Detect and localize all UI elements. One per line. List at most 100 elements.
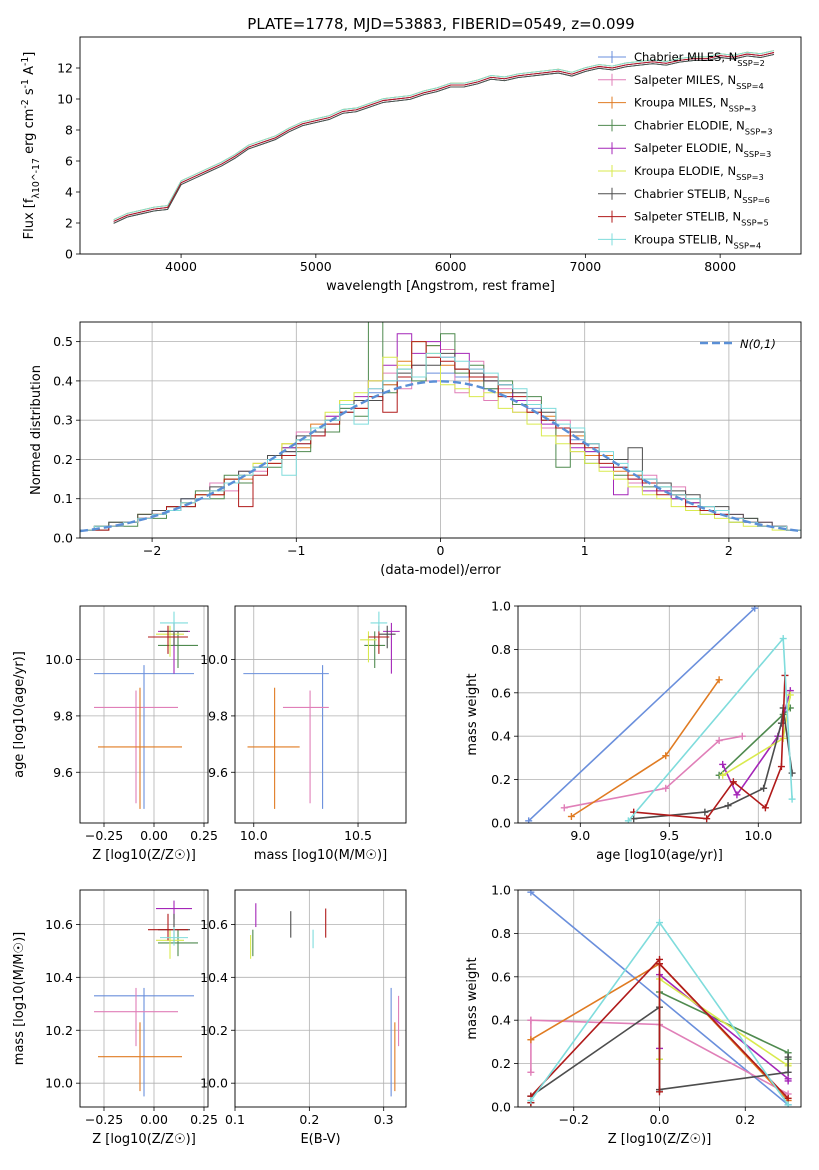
y-tick-label: 2 [65,216,73,231]
x-tick-label: 0.2 [299,1112,319,1127]
x-tick-label: 9.5 [659,828,679,843]
y-tick-label: 0.0 [491,816,511,831]
y-tick-label: 10.0 [200,652,228,667]
y-tick-label: 10.4 [45,970,73,985]
x-tick-label: 0.00 [140,1112,168,1127]
label-part: SSP=4 [736,81,764,91]
y-axis-label: Flux [fλ10^-17 erg cm-2 s-1 A-1] [20,52,42,240]
x-tick-label: −2 [143,543,161,558]
mass-vs-Z-panel: −0.25 0.00 0.25 10.0 10.2 10.4 10.6 Z [log10(Z/… [12,889,218,1147]
y-tick-label: 10.2 [200,1023,228,1038]
label-part: Salpeter MILES, N [634,73,736,87]
legend-label: Chabrier STELIB, NSSP=6 [634,187,770,205]
error-bar-point [160,927,188,946]
axes-frame [517,889,802,1108]
spectrum-model-line [113,52,775,222]
y-tick-label: 10 [57,92,73,107]
y-tick-label: 10.0 [45,1076,73,1091]
mass-weight-series [567,676,723,820]
label-part: -1 [20,79,31,88]
y-tick-label: 1.0 [491,883,511,898]
x-tick-label: 10.0 [240,828,268,843]
y-tick-label: 0.3 [53,413,73,428]
mass-weight-series [527,919,792,1107]
mass-weight-line [633,675,786,820]
y-tick-label: 0.4 [491,729,511,744]
y-tick-label: 12 [57,61,73,76]
label-part: -1 [20,57,31,66]
label-part: Kroupa STELIB, N [634,232,734,246]
label-part: age [log10(age/yr)] [12,651,27,778]
mass-weight-series [560,732,746,812]
x-axis-label: E(B-V) [300,1132,340,1147]
label-part: Salpeter ELODIE, N [634,141,744,155]
y-tick-label: 10.0 [200,1076,228,1091]
age-vs-mass-panel: 10.0 10.5 9.6 9.8 10.0 mass [log10(M/M☉)] [200,605,407,863]
mass-weight-series [527,1016,792,1098]
y-axis-label: mass weight [465,957,480,1039]
error-bar-point [156,929,184,959]
x-axis-label: age [log10(age/yr)] [596,848,723,863]
legend-normal-label: N(0,1) [740,337,776,351]
error-bar-point [94,987,194,1097]
massweight-vs-age-panel: 9.0 9.5 10.0 0.0 0.2 0.4 0.6 0.8 1.0 age [log10(a… [465,599,802,863]
legend-label: Salpeter STELIB, NSSP=5 [634,210,769,228]
y-tick-label: 0.0 [491,1100,511,1115]
x-tick-label: 2 [725,543,733,558]
error-bar-point [94,987,178,1047]
x-tick-label: 0 [437,543,445,558]
legend-label: Kroupa STELIB, NSSP=4 [634,232,761,250]
mass-weight-series [624,635,796,823]
label-part: erg cm [22,109,37,158]
figure-title: PLATE=1778, MJD=53883, FIBERID=0549, z=0… [247,15,634,33]
x-axis-label: wavelength [Angstrom, rest frame] [326,279,555,294]
x-tick-label: 5000 [300,259,332,274]
x-tick-label: 0.00 [140,828,168,843]
label-part: SSP=3 [736,172,764,182]
y-tick-label: 8 [65,123,73,138]
y-tick-label: 9.6 [53,765,73,780]
error-bar-point [247,687,300,809]
legend-label: Salpeter ELODIE, NSSP=3 [634,141,771,159]
y-tick-label: 0.6 [491,969,511,984]
y-tick-label: 0.6 [491,685,511,700]
label-part: mass [log10(M/M☉)] [254,848,387,863]
y-tick-label: 10.6 [200,917,228,932]
x-tick-label: −0.25 [85,828,123,843]
legend-label: Chabrier ELODIE, NSSP=3 [634,118,772,136]
legend-label: Kroupa ELODIE, NSSP=3 [634,164,764,182]
label-part: Salpeter STELIB, N [634,210,741,224]
y-tick-label: 10.6 [45,917,73,932]
label-part: mass weight [465,673,480,755]
label-part: E(B-V) [300,1132,340,1147]
axes-frame [79,36,802,255]
error-bar-point [148,625,188,654]
label-part: Chabrier MILES, N [634,50,737,64]
x-tick-label: −1 [287,543,305,558]
axes-frame [79,605,209,824]
y-tick-label: 10.2 [45,1023,73,1038]
age-vs-Z-panel: −0.25 0.00 0.25 9.6 9.8 10.0 Z [log10(Z/Z☉)] ag… [12,605,218,863]
label-part: Chabrier STELIB, N [634,187,742,201]
y-tick-label: 4 [65,185,73,200]
y-tick-label: 1.0 [491,599,511,614]
axes-frame [234,605,407,824]
x-tick-label: 4000 [165,259,197,274]
label-part: SSP=3 [744,149,772,159]
error-bar-point [160,611,188,632]
error-bar-point [158,929,198,957]
label-part: A [22,66,37,79]
label-part: (data-model)/error [380,563,501,578]
y-tick-label: 9.8 [208,708,228,723]
legend-label: Kroupa MILES, NSSP=3 [634,96,756,114]
label-part: wavelength [Angstrom, rest frame] [326,279,555,294]
x-axis-label: mass [log10(M/M☉)] [254,848,387,863]
mass-weight-line [528,607,756,822]
error-bar-point [370,611,388,632]
legend-label: Chabrier MILES, NSSP=2 [634,50,765,68]
mass-weight-line [564,735,743,809]
y-tick-label: 0.4 [491,1013,511,1028]
x-tick-label: 0.1 [225,1112,245,1127]
mass-weight-series [525,606,759,823]
